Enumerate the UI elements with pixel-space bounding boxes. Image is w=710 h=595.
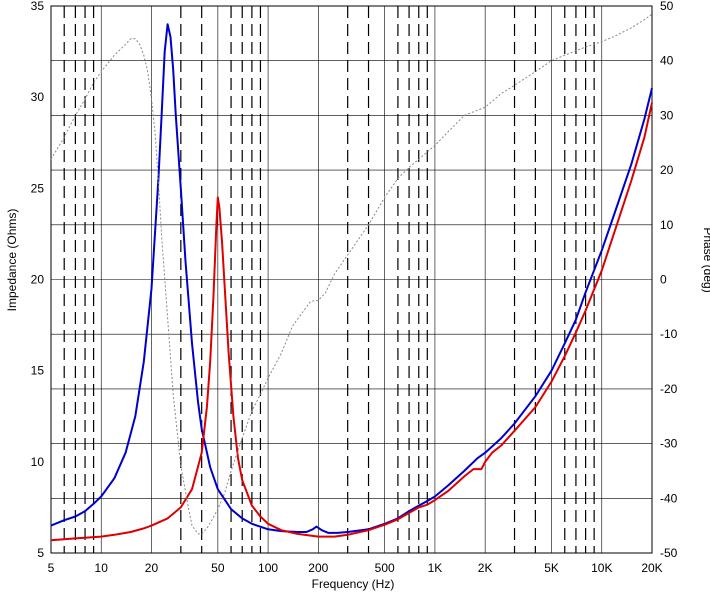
x-tick-label: 1K	[428, 561, 443, 575]
y2-tick-label: -10	[660, 327, 678, 341]
x-tick-label: 100	[258, 561, 278, 575]
y2-tick-label: 0	[660, 273, 667, 287]
y-tick-label: 5	[37, 546, 44, 560]
y-tick-label: 30	[31, 90, 45, 104]
x-tick-label: 500	[375, 561, 395, 575]
y-tick-label: 25	[31, 181, 45, 195]
y2-tick-label: 20	[660, 163, 674, 177]
y2-tick-label: -30	[660, 437, 678, 451]
x-axis-label: Frequency (Hz)	[312, 577, 395, 591]
y2-tick-label: 40	[660, 54, 674, 68]
x-tick-label: 20	[145, 561, 159, 575]
x-tick-label: 5	[48, 561, 55, 575]
y2-tick-label: 30	[660, 108, 674, 122]
x-tick-label: 2K	[478, 561, 493, 575]
grid	[50, 5, 653, 554]
y-tick-label: 35	[31, 0, 45, 13]
x-tick-label: 10	[95, 561, 109, 575]
series-line-2	[50, 102, 653, 542]
series-group	[50, 13, 653, 542]
y-tick-label: 10	[31, 455, 45, 469]
x-tick-label: 50	[211, 561, 225, 575]
y2-tick-label: -20	[660, 382, 678, 396]
y-tick-labels: 5 10 15 20 25 30 35	[31, 0, 45, 560]
y2-tick-label: -50	[660, 546, 678, 560]
y-tick-label: 15	[31, 364, 45, 378]
plot-frame	[50, 5, 653, 554]
y-axis-label: Impedance (Ohms)	[5, 209, 19, 312]
x-tick-label: 20K	[641, 561, 662, 575]
x-tick-label: 10K	[591, 561, 612, 575]
y2-tick-labels: 50 40 30 20 10 0 -10 -20 -30 -40 -50	[660, 0, 678, 560]
series-line-1	[50, 23, 653, 534]
y2-tick-label: 50	[660, 0, 674, 13]
x-tick-label: 5K	[544, 561, 559, 575]
x-tick-label: 200	[308, 561, 328, 575]
y2-tick-label: -40	[660, 491, 678, 505]
y-tick-label: 20	[31, 273, 45, 287]
y2-tick-label: 10	[660, 218, 674, 232]
series-line-3	[50, 13, 653, 535]
y2-axis-label: Phase (deg)	[701, 227, 710, 292]
x-tick-labels: 5 10 20 50 100 200 500 1K 2K 5K 10K 20K	[48, 561, 663, 575]
